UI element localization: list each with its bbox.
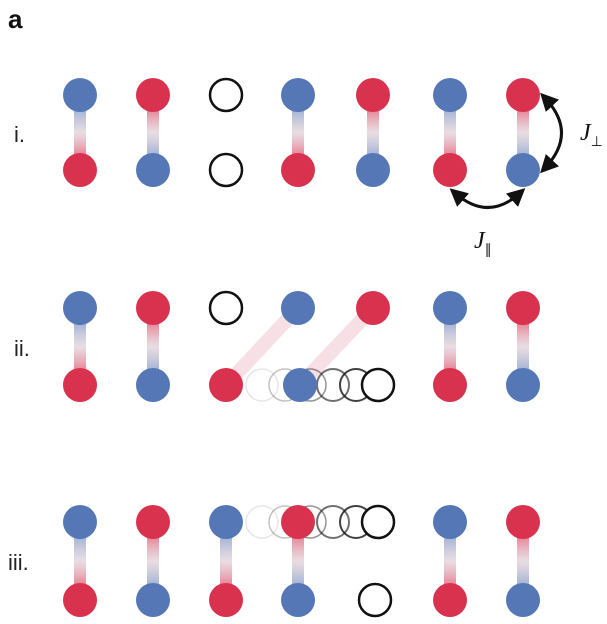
bond <box>517 110 529 155</box>
spin <box>506 368 540 402</box>
spin <box>506 291 540 325</box>
spin <box>63 368 97 402</box>
hole <box>210 292 242 324</box>
bond <box>517 323 529 370</box>
bond <box>74 323 86 370</box>
row-label: iii. <box>8 550 29 575</box>
spin <box>356 291 390 325</box>
spin <box>63 291 97 325</box>
bond <box>444 323 456 370</box>
spin <box>63 505 97 539</box>
bond <box>220 537 232 585</box>
spin <box>506 583 540 617</box>
spin <box>281 583 315 617</box>
coupling-label: J∥ <box>474 228 492 258</box>
bond <box>74 110 86 155</box>
spin <box>433 291 467 325</box>
spin <box>136 368 170 402</box>
spin <box>281 505 315 539</box>
figure: a i. ii. iii. J⊥ J∥ <box>0 0 607 624</box>
spin <box>63 583 97 617</box>
bond <box>292 110 304 155</box>
spin <box>506 153 540 187</box>
spin <box>433 153 467 187</box>
hole-trail <box>246 506 394 538</box>
spin <box>136 583 170 617</box>
spin <box>209 583 243 617</box>
spin <box>356 153 390 187</box>
bond <box>444 110 456 155</box>
bond <box>367 110 379 155</box>
hole <box>210 154 242 186</box>
spin <box>506 78 540 112</box>
spin <box>281 78 315 112</box>
spin <box>136 78 170 112</box>
bond <box>444 537 456 585</box>
coupling-arrow <box>455 193 520 208</box>
spin <box>136 505 170 539</box>
bond <box>74 537 86 585</box>
spin <box>433 505 467 539</box>
hole <box>359 584 391 616</box>
bond <box>517 537 529 585</box>
spin <box>356 78 390 112</box>
bond <box>147 537 159 585</box>
coupling-label: J⊥ <box>580 120 603 150</box>
coupling-arrow <box>545 98 562 168</box>
spin <box>433 583 467 617</box>
spin <box>506 505 540 539</box>
spin <box>136 291 170 325</box>
spin <box>433 78 467 112</box>
panel-label: a <box>8 4 23 34</box>
spin <box>281 291 315 325</box>
bond <box>147 110 159 155</box>
spin <box>281 153 315 187</box>
row-label: ii. <box>14 336 30 361</box>
spin <box>209 368 243 402</box>
spin <box>283 368 317 402</box>
row-label: i. <box>14 122 25 147</box>
bond <box>292 537 304 585</box>
hole <box>210 79 242 111</box>
spin <box>136 153 170 187</box>
spin <box>63 153 97 187</box>
bond <box>147 323 159 370</box>
spin <box>209 505 243 539</box>
spin <box>433 368 467 402</box>
spin <box>63 78 97 112</box>
